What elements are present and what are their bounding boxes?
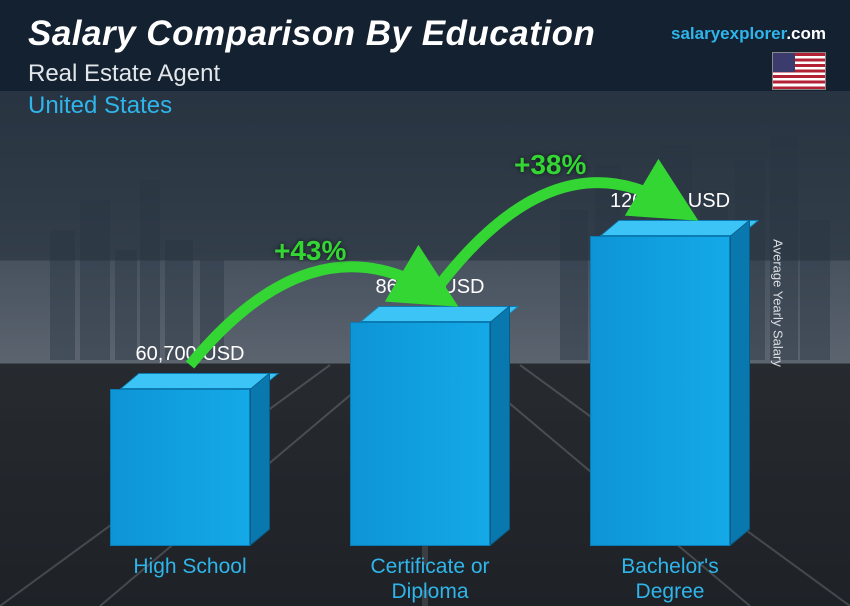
page-title: Salary Comparison By Education [28,14,595,54]
increase-arc-1 [0,136,850,606]
site-brand: salaryexplorer.com [671,24,826,44]
header: Salary Comparison By Education Real Esta… [28,14,595,120]
bar-chart: 60,700 USD High School 86,800 USD Certif… [0,136,850,606]
brand-tld: .com [786,24,826,43]
country-label: United States [28,92,595,120]
pct-increase-1: +38% [514,149,586,181]
us-flag-icon [772,52,826,90]
page-subtitle: Real Estate Agent [28,60,595,88]
brand-name: salaryexplorer [671,24,786,43]
